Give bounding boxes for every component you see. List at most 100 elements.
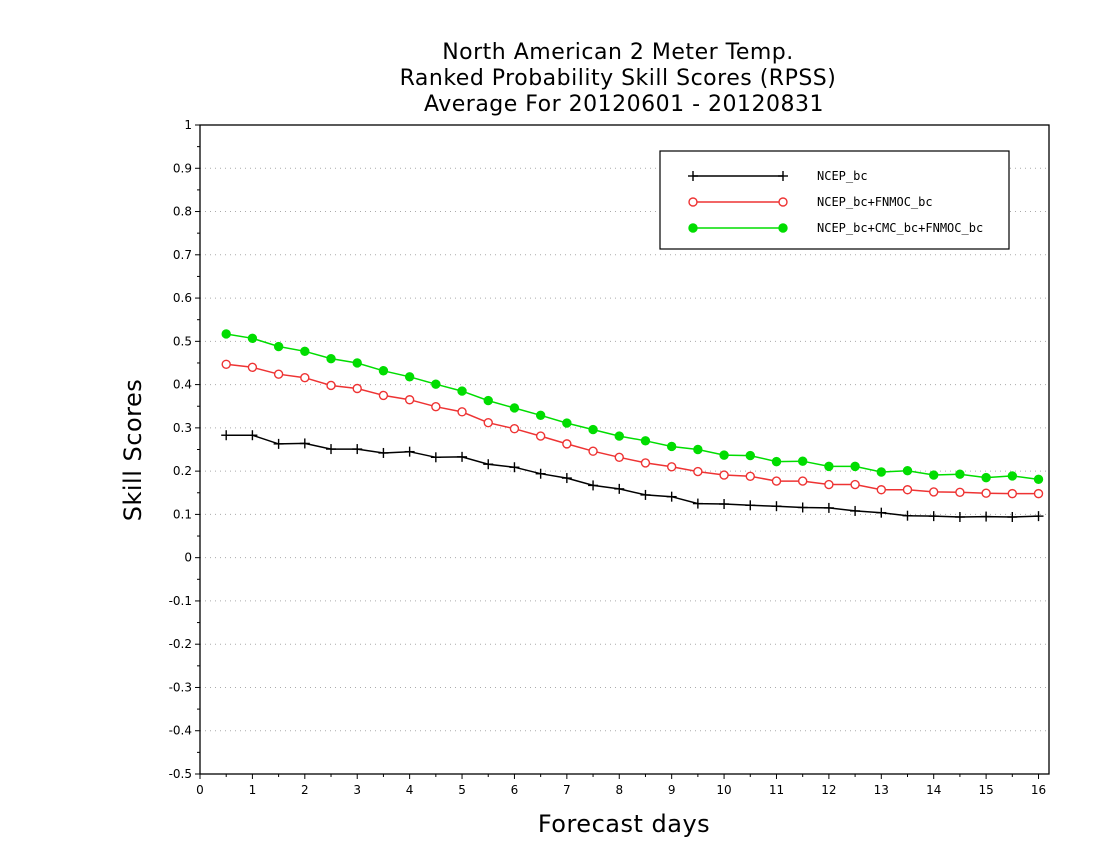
data-point [483, 417, 493, 428]
data-point [352, 358, 362, 368]
series-NCEP_bc [221, 430, 1044, 522]
data-point [457, 386, 467, 396]
y-tick-label: 0.2 [173, 464, 192, 478]
data-point [693, 466, 703, 477]
y-tick-label: -0.3 [169, 680, 192, 694]
legend-marker [688, 171, 698, 181]
data-point [850, 479, 860, 490]
data-point [823, 502, 834, 513]
data-point [693, 444, 703, 455]
data-point [797, 456, 808, 466]
x-tick-label: 9 [668, 783, 676, 797]
data-point [430, 452, 441, 463]
data-point [771, 456, 782, 467]
x-tick-label: 10 [716, 783, 731, 797]
x-tick-label: 13 [874, 783, 889, 797]
data-series [221, 329, 1044, 522]
x-tick-label: 3 [353, 783, 361, 797]
y-tick-label: 0.4 [173, 378, 192, 392]
data-point [247, 430, 258, 441]
legend-entry: NCEP_bc+CMC_bc+FNMOC_bc [688, 221, 983, 235]
data-point [535, 410, 546, 421]
data-point [666, 441, 677, 452]
y-tick-label: 0.6 [173, 291, 192, 305]
data-point [561, 473, 572, 484]
data-point [902, 510, 913, 521]
data-point [221, 329, 231, 339]
series-NCEP_bc+FNMOC_bc [221, 359, 1044, 499]
data-point [273, 438, 284, 449]
x-tick-label: 5 [458, 783, 466, 797]
data-point [588, 446, 598, 456]
data-point [955, 487, 965, 498]
data-point [247, 362, 258, 372]
x-tick-label: 14 [926, 783, 941, 797]
data-point [431, 401, 441, 412]
legend-marker [688, 197, 698, 207]
x-tick-label: 15 [978, 783, 993, 797]
data-point [588, 424, 598, 435]
data-point [378, 447, 389, 458]
data-point [614, 431, 624, 441]
data-point [719, 450, 729, 460]
data-point [981, 472, 991, 483]
data-point [535, 431, 546, 441]
data-point [483, 395, 493, 406]
data-point [876, 485, 886, 495]
legend: NCEP_bc NCEP_bc+FNMOC_bc NCEP_bc+CMC_bc+FN… [659, 150, 1010, 250]
y-tick-label: -0.5 [169, 767, 192, 781]
data-point [640, 436, 651, 446]
data-point [300, 372, 310, 383]
legend-marker [688, 223, 698, 233]
data-point [640, 489, 651, 500]
data-point [221, 430, 232, 441]
data-point [299, 438, 310, 449]
legend-label: NCEP_bc+FNMOC_bc [817, 195, 933, 209]
data-point [797, 476, 808, 486]
chart-title-line-2: Ranked Probability Skill Scores (RPSS) [400, 66, 837, 91]
series-line [226, 363, 1039, 495]
legend-items: NCEP_bc NCEP_bc+FNMOC_bc NCEP_bc+CMC_bc+FN… [688, 169, 983, 235]
data-point [745, 500, 756, 511]
data-point [640, 458, 651, 468]
data-point [431, 379, 441, 389]
data-point [457, 451, 468, 462]
data-point [1033, 511, 1044, 522]
x-axis-ticks: 0 1 2 3 4 5 6 7 8 9 10 11 12 13 14 15 16 [196, 774, 1046, 797]
data-point [404, 395, 415, 405]
data-point [352, 383, 362, 394]
data-point [797, 502, 808, 513]
data-point [509, 462, 520, 473]
legend-entry: NCEP_bc+FNMOC_bc [688, 195, 933, 209]
data-point [614, 483, 625, 494]
data-point [326, 380, 336, 391]
y-tick-label: 0.1 [173, 507, 192, 521]
x-tick-label: 2 [301, 783, 309, 797]
y-tick-label: 0.3 [173, 421, 192, 435]
x-tick-label: 4 [406, 783, 414, 797]
data-point [876, 507, 887, 518]
data-point [326, 444, 337, 455]
x-tick-label: 0 [196, 783, 204, 797]
data-point [535, 468, 546, 479]
y-tick-label: 0.8 [173, 205, 192, 219]
data-point [404, 446, 415, 457]
data-point [876, 467, 886, 477]
data-point [562, 418, 572, 428]
y-axis-ticks: 1 0.9 0.8 0.7 0.6 0.5 0.4 0.3 0.2 0.1 0 -0.1 -0.2 -0.… [169, 118, 200, 781]
data-point [771, 501, 782, 512]
data-point [273, 369, 284, 379]
y-tick-label: -0.2 [169, 637, 192, 651]
data-point [1033, 474, 1044, 485]
plot-frame [199, 124, 1050, 775]
data-point [483, 459, 494, 470]
data-point [850, 461, 860, 472]
data-point [509, 424, 520, 434]
data-point [719, 470, 729, 480]
data-point [719, 499, 730, 510]
data-point [247, 333, 258, 344]
x-tick-label: 8 [615, 783, 623, 797]
data-point [1033, 488, 1044, 499]
x-tick-label: 7 [563, 783, 571, 797]
